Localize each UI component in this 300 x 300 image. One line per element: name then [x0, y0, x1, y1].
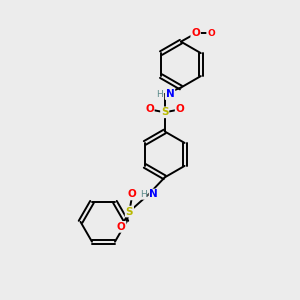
Text: O: O — [145, 104, 154, 114]
Text: O: O — [191, 28, 200, 38]
Text: O: O — [207, 29, 215, 38]
Text: O: O — [128, 190, 137, 200]
Text: S: S — [161, 107, 169, 117]
Text: H: H — [156, 90, 163, 99]
Text: N: N — [149, 190, 158, 200]
Text: O: O — [176, 104, 184, 114]
Text: N: N — [166, 89, 174, 99]
Text: H: H — [140, 190, 147, 199]
Text: S: S — [126, 206, 133, 217]
Text: O: O — [117, 222, 125, 232]
